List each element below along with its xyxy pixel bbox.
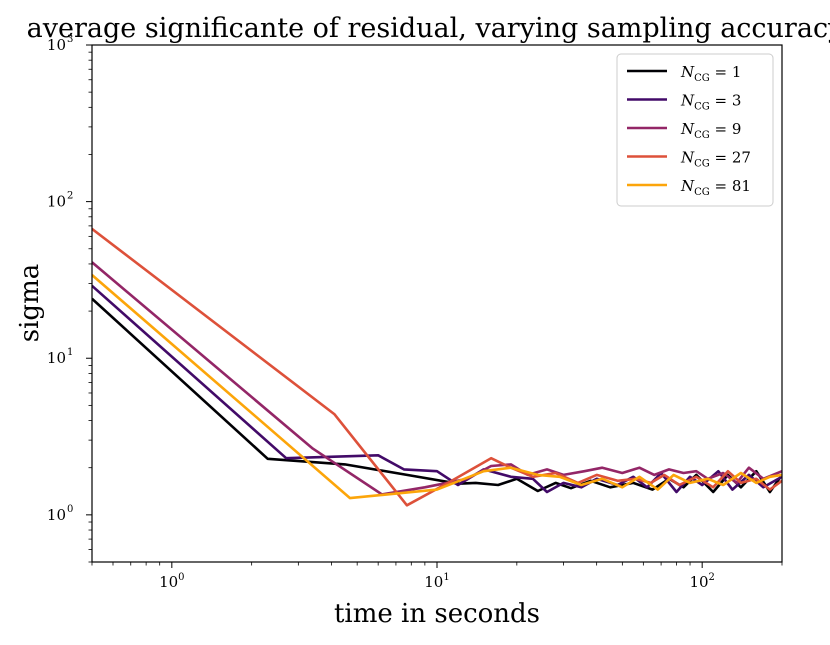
- y-tick-exponent: 0: [67, 504, 73, 515]
- y-tick-exponent: 2: [67, 191, 73, 202]
- x-axis-label: time in seconds: [334, 599, 540, 629]
- chart-title: average significante of residual, varyin…: [27, 13, 830, 44]
- series-line-4: [92, 227, 782, 507]
- plot-lines: [92, 227, 782, 507]
- series-line-2: [92, 284, 782, 494]
- legend-label: NCG = 3: [680, 92, 741, 113]
- x-tick-label: 101: [424, 572, 449, 591]
- legend: NCG = 1 NCG = 3 NCG = 9 NCG = 27 NCG = 81: [616, 53, 774, 207]
- series-line-5: [92, 274, 782, 500]
- y-axis-label: sigma: [15, 264, 45, 342]
- plot-frame: [91, 44, 783, 563]
- x-tick-label: 102: [689, 572, 714, 591]
- series-line-1: [92, 297, 782, 494]
- legend-label: NCG = 1: [680, 63, 741, 84]
- legend-label: NCG = 81: [680, 177, 751, 198]
- legend-label: NCG = 27: [680, 149, 751, 170]
- y-tick-exponent: 3: [67, 34, 73, 45]
- y-tick-label: 10: [47, 36, 66, 54]
- legend-label: NCG = 9: [680, 120, 741, 141]
- y-tick-label: 10: [47, 349, 66, 367]
- y-tick-label: 10: [47, 506, 66, 524]
- legend-items: NCG = 1 NCG = 3 NCG = 9 NCG = 27 NCG = 81: [627, 63, 751, 198]
- x-tick-label: 100: [159, 572, 184, 591]
- y-tick-exponent: 1: [67, 347, 73, 358]
- y-tick-label: 10: [47, 193, 66, 211]
- legend-box: [616, 53, 774, 207]
